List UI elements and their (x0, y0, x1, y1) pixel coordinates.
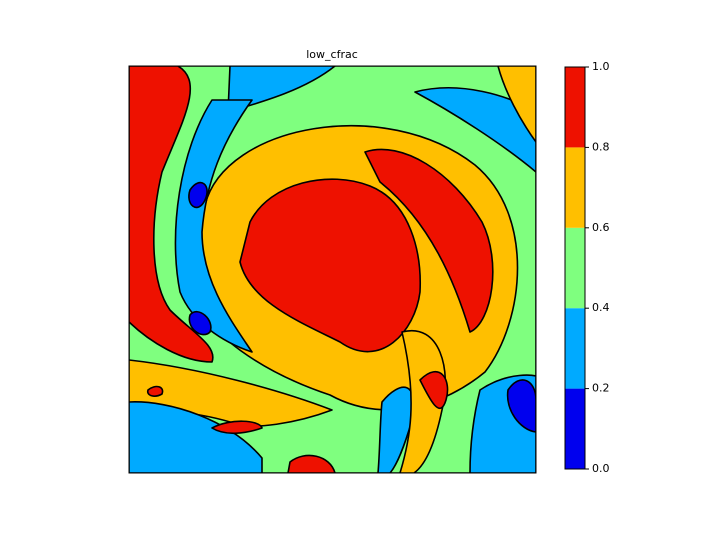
contour-region (364, 148, 494, 333)
colorbar-segment (565, 67, 585, 148)
contour-region (399, 329, 447, 473)
contour-region (239, 178, 422, 353)
colorbar-segment (565, 388, 585, 469)
colorbar-tick-label: 1.0 (592, 60, 610, 73)
contour-region (188, 181, 208, 209)
colorbar: 0.0 0.2 0.4 0.6 0.8 1.0 (564, 60, 610, 475)
chart-title: low_cfrac (306, 48, 358, 61)
contour-region (506, 379, 536, 433)
contour-region (174, 99, 253, 353)
contour-region (129, 401, 263, 473)
contour-region (414, 87, 536, 173)
colorbar-segment (565, 308, 585, 389)
colorbar-segment (565, 227, 585, 309)
contour-region (188, 310, 212, 336)
colorbar-tick-label: 0.2 (592, 382, 610, 395)
contour-region (377, 386, 415, 473)
colorbar-tick-label: 0.4 (592, 301, 610, 314)
plot-frame (128, 65, 537, 474)
colorbar-tick-label: 0.0 (592, 462, 610, 475)
contour-region (419, 371, 449, 409)
contour-region (211, 420, 263, 435)
plot-area (129, 66, 536, 473)
contour-region (129, 66, 214, 363)
colorbar-frame (564, 66, 586, 470)
contour-region (146, 385, 164, 397)
colorbar-tick-label: 0.8 (592, 140, 610, 153)
colorbar-tick-label: 0.6 (592, 221, 610, 234)
colorbar-segment (565, 147, 585, 228)
contour-region (287, 454, 336, 473)
